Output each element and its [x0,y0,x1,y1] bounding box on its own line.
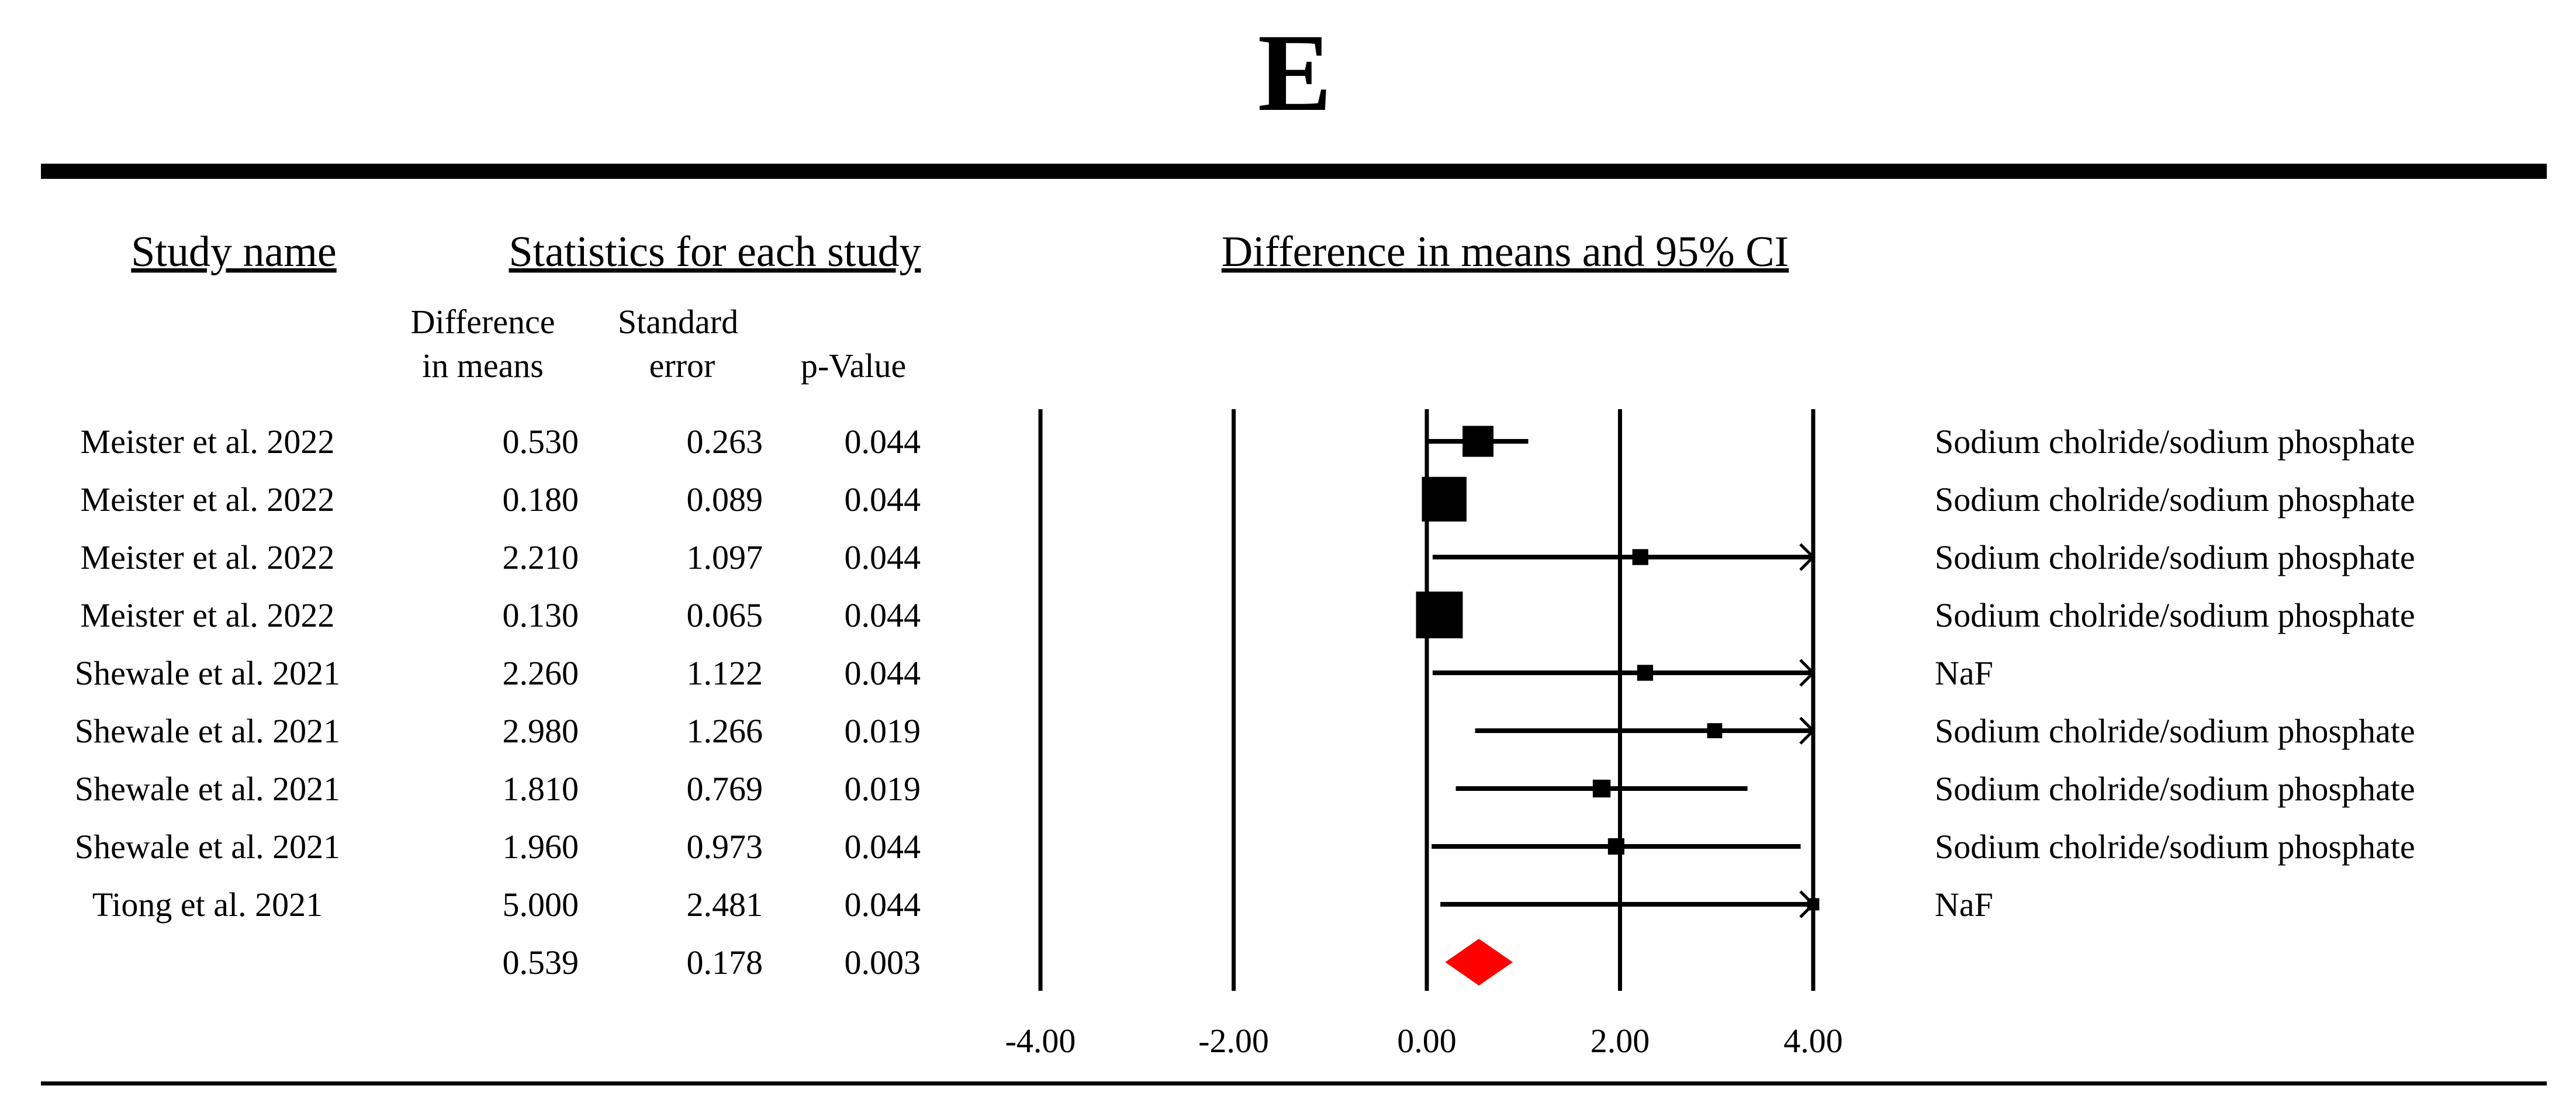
diff-value: 1.810 [503,770,579,808]
se-value: 2.481 [687,886,763,924]
statistics-header: Statistics for each study [509,228,921,276]
point-estimate [1422,476,1467,522]
diff-value: 0.180 [503,481,579,518]
x-tick-label: 4.00 [1783,1022,1843,1060]
group-label: Sodium cholride/sodium phosphate [1935,538,2415,576]
point-estimate [1607,838,1624,855]
se-value: 0.263 [687,423,763,461]
diff-header-line1: Difference [411,303,555,341]
diff-value: 0.530 [503,423,579,461]
diff-value: 2.210 [503,538,579,576]
se-value: 1.266 [687,712,763,750]
study-name: Meister et al. 2022 [81,423,335,461]
ci-arrow [1799,543,1816,571]
summary-se-value: 0.178 [687,943,763,981]
p-value: 0.044 [845,596,921,634]
study-name-header: Study name [131,228,336,276]
x-tick-label: 0.00 [1397,1022,1457,1060]
point-estimate [1592,779,1611,798]
study-name: Shewale et al. 2021 [75,828,340,866]
plot-area [1038,409,1820,991]
se-value: 1.122 [687,654,763,692]
summary-diff-value: 0.539 [503,943,579,981]
study-name: Shewale et al. 2021 [75,654,340,692]
study-name: Meister et al. 2022 [81,481,335,518]
summary-diamond [1445,939,1513,986]
group-label: Sodium cholride/sodium phosphate [1935,770,2415,808]
se-value: 0.769 [687,770,763,808]
point-estimate [1807,898,1820,911]
point-estimate [1416,592,1463,638]
pvalue-header: p-Value [801,347,906,385]
top-rule [41,164,2547,179]
diff-value: 1.960 [503,828,579,866]
p-value: 0.044 [845,423,921,461]
diff-value: 0.130 [503,596,579,634]
point-estimate [1632,549,1648,565]
plot-title-header: Difference in means and 95% CI [1222,228,1789,276]
p-value: 0.044 [845,538,921,576]
summary-p-value: 0.003 [845,943,921,981]
se-header-line2: error [649,347,715,385]
diff-value: 5.000 [503,886,579,924]
group-label: Sodium cholride/sodium phosphate [1935,712,2415,750]
x-tick-label: -4.00 [1005,1022,1076,1060]
se-value: 0.089 [687,481,763,518]
point-estimate [1707,723,1723,738]
group-label: Sodium cholride/sodium phosphate [1935,828,2415,866]
study-name: Meister et al. 2022 [81,538,335,576]
se-value: 0.973 [687,828,763,866]
study-name: Shewale et al. 2021 [75,712,340,750]
group-label: Sodium cholride/sodium phosphate [1935,596,2415,634]
x-tick-label: 2.00 [1590,1022,1650,1060]
p-value: 0.019 [845,712,921,750]
p-value: 0.019 [845,770,921,808]
group-label: NaF [1935,654,1993,692]
p-value: 0.044 [845,481,921,518]
study-name: Meister et al. 2022 [81,596,335,634]
group-label: Sodium cholride/sodium phosphate [1935,481,2415,518]
group-label: Sodium cholride/sodium phosphate [1935,423,2415,461]
diff-value: 2.260 [503,654,579,692]
ci-arrow [1799,659,1816,687]
study-name: Tiong et al. 2021 [92,886,323,924]
point-estimate [1462,426,1494,457]
p-value: 0.044 [845,654,921,692]
p-value: 0.044 [845,886,921,924]
x-tick-label: -2.00 [1198,1022,1269,1060]
se-value: 1.097 [687,538,763,576]
bottom-rule [41,1081,2547,1086]
se-header-line1: Standard [618,303,738,341]
point-estimate [1637,665,1654,681]
ci-arrow [1799,717,1816,745]
study-rows: Meister et al. 2022 0.530 0.263 0.044 Sodium… [75,423,2415,981]
group-label: NaF [1935,886,1993,924]
diff-header-line2: in means [422,347,544,385]
x-axis: -4.00 -2.00 0.00 2.00 4.00 [1005,1022,1843,1060]
se-value: 0.065 [687,596,763,634]
study-name: Shewale et al. 2021 [75,770,340,808]
p-value: 0.044 [845,828,921,866]
diff-value: 2.980 [503,712,579,750]
panel-label: E [1258,12,1332,134]
